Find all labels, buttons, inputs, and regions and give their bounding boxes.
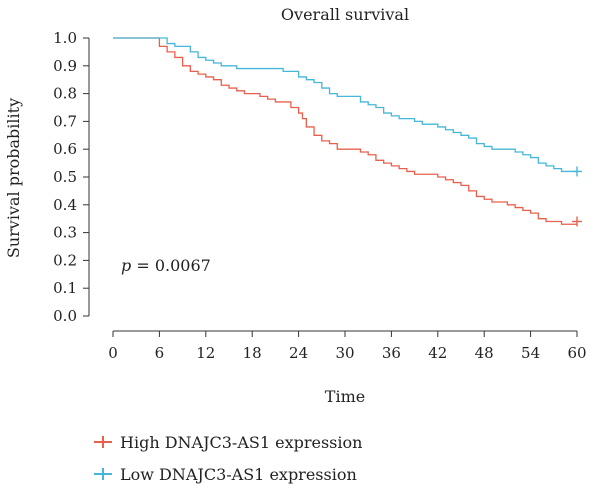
y-tick-label: 0.2 <box>53 251 77 269</box>
y-tick-label: 0.1 <box>53 279 77 297</box>
y-tick-label: 0.6 <box>53 140 77 158</box>
x-tick-label: 24 <box>289 344 308 362</box>
y-axis-title: Survival probability <box>4 98 23 258</box>
x-axis-title: Time <box>325 387 365 406</box>
p-value-annotation: p = 0.0067 <box>121 256 211 275</box>
legend-label-low: Low DNAJC3-AS1 expression <box>120 464 357 484</box>
legend: High DNAJC3-AS1 expression Low DNAJC3-AS… <box>92 426 362 490</box>
legend-marker-low <box>92 463 114 485</box>
y-tick-label: 0.7 <box>53 112 77 130</box>
x-tick-label: 36 <box>382 344 401 362</box>
series-layer <box>113 37 582 227</box>
survival-chart: Overall survival 0 6 12 18 24 30 36 42 48 54 60 0.0… <box>4 5 587 406</box>
legend-item-high: High DNAJC3-AS1 expression <box>92 426 362 458</box>
x-tick-label: 42 <box>428 344 447 362</box>
survival-curve-low <box>113 37 577 173</box>
x-tick-label: 54 <box>521 344 540 362</box>
x-tick-label: 18 <box>243 344 262 362</box>
chart-title: Overall survival <box>281 5 409 24</box>
x-tick-label: 6 <box>155 344 165 362</box>
y-tick-label: 0.0 <box>53 307 77 325</box>
p-label: p <box>121 256 131 275</box>
y-tick-label: 0.4 <box>53 196 77 214</box>
y-tick-label: 0.9 <box>53 57 77 75</box>
x-tick-label: 30 <box>335 344 354 362</box>
y-tick-label: 0.3 <box>53 224 77 242</box>
x-tick-label: 12 <box>196 344 215 362</box>
legend-label-high: High DNAJC3-AS1 expression <box>120 432 363 452</box>
y-tick-label: 0.8 <box>53 85 77 103</box>
axes: 0 6 12 18 24 30 36 42 48 54 60 0.0 0.1 0.2 0.3 0.4 0.5 0.… <box>53 29 586 362</box>
y-tick-label: 1.0 <box>53 29 77 47</box>
p-value: = 0.0067 <box>131 256 211 275</box>
y-tick-label: 0.5 <box>53 168 77 186</box>
x-tick-label: 48 <box>475 344 494 362</box>
legend-item-low: Low DNAJC3-AS1 expression <box>92 458 362 490</box>
x-tick-label: 60 <box>567 344 586 362</box>
censor-mark-high <box>572 216 582 227</box>
censor-mark-low <box>572 166 582 177</box>
x-tick-label: 0 <box>108 344 118 362</box>
legend-marker-high <box>92 431 114 453</box>
survival-curve-high <box>113 37 577 225</box>
